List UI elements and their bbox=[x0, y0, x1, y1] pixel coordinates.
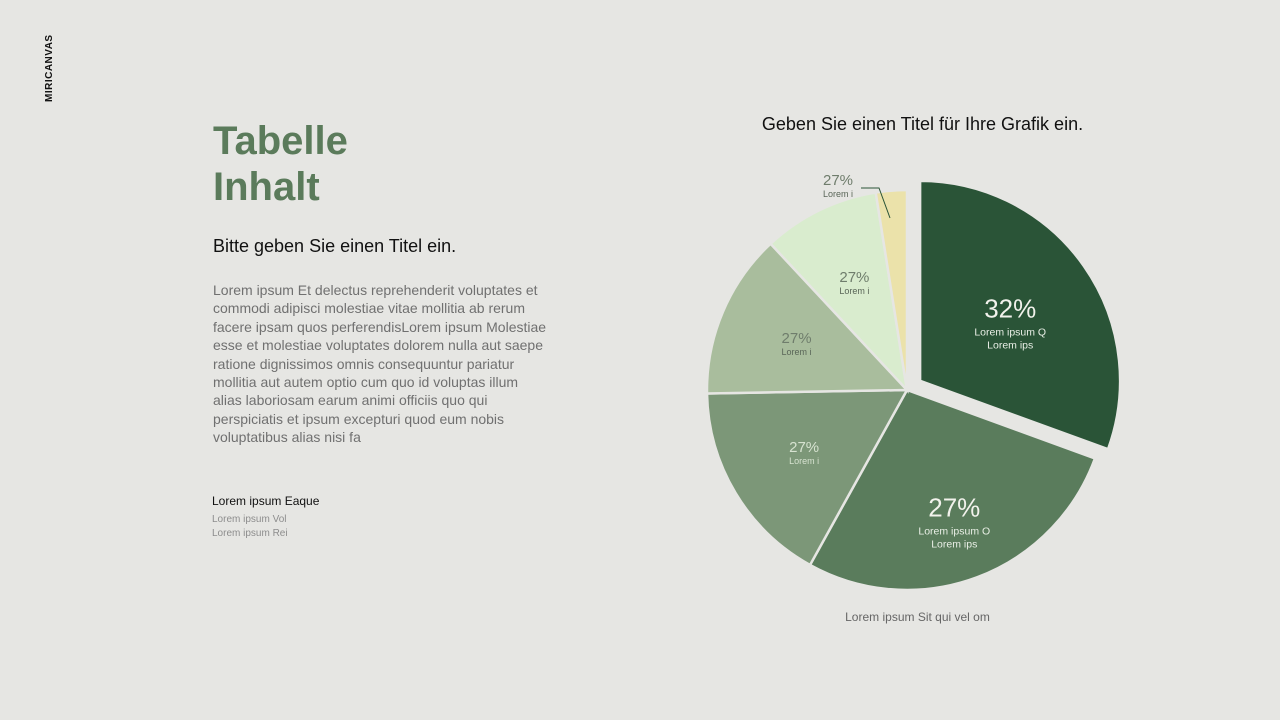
slice-name-label-1: Lorem ips bbox=[987, 340, 1033, 352]
slice-name-label-2: Lorem ips bbox=[931, 538, 977, 550]
slice-percent-label-1: 32% bbox=[984, 294, 1036, 324]
callout-line bbox=[861, 187, 891, 219]
slice-name-label-2: Lorem ipsum O bbox=[918, 525, 990, 537]
pie-slice-1 bbox=[918, 179, 1122, 451]
pie-slice-5 bbox=[768, 191, 909, 394]
subtitle: Bitte geben Sie einen Titel ein. bbox=[213, 236, 457, 256]
body-text: Lorem ipsum Et delectus reprehenderit vo… bbox=[213, 282, 547, 446]
chart-title: Geben Sie einen Titel für Ihre Grafik ei… bbox=[761, 114, 1084, 134]
slice-name-label-4: Lorem i bbox=[782, 347, 812, 357]
page-title-line2: Inhalt bbox=[213, 165, 320, 209]
footer-line-1: Lorem ipsum Vol bbox=[212, 514, 287, 525]
slice-name-label-5: Lorem i bbox=[839, 286, 869, 296]
slice-name-label-6: Lorem i bbox=[823, 189, 853, 199]
slice-percent-label-3: 27% bbox=[789, 439, 819, 456]
pie-slice-3 bbox=[705, 388, 910, 567]
pie-slice-4 bbox=[705, 241, 910, 395]
page-title: Tabelle Inhalt bbox=[213, 118, 553, 210]
footer-line-2: Lorem ipsum Rei bbox=[212, 528, 288, 539]
chart-caption: Lorem ipsum Sit qui vel om bbox=[845, 610, 990, 624]
slice-name-label-3: Lorem i bbox=[789, 456, 819, 466]
slice-percent-label-2: 27% bbox=[928, 492, 980, 522]
pie-slice-6 bbox=[874, 188, 909, 391]
content-panel: Tabelle Inhalt Bitte geben Sie einen Tit… bbox=[213, 118, 553, 447]
brand-logo: MIRICANVAS bbox=[44, 34, 55, 102]
page-title-line1: Tabelle bbox=[213, 119, 348, 163]
slice-percent-label-5: 27% bbox=[839, 269, 869, 286]
footer-block: Lorem ipsum Eaque Lorem ipsum Vol Lorem … bbox=[212, 494, 319, 541]
pie-slice-2 bbox=[808, 388, 1097, 592]
slice-name-label-1: Lorem ipsum Q bbox=[974, 327, 1046, 339]
footer-title: Lorem ipsum Eaque bbox=[212, 494, 320, 508]
slice-percent-label-4: 27% bbox=[782, 330, 812, 347]
slice-percent-label-6: 27% bbox=[823, 172, 853, 189]
